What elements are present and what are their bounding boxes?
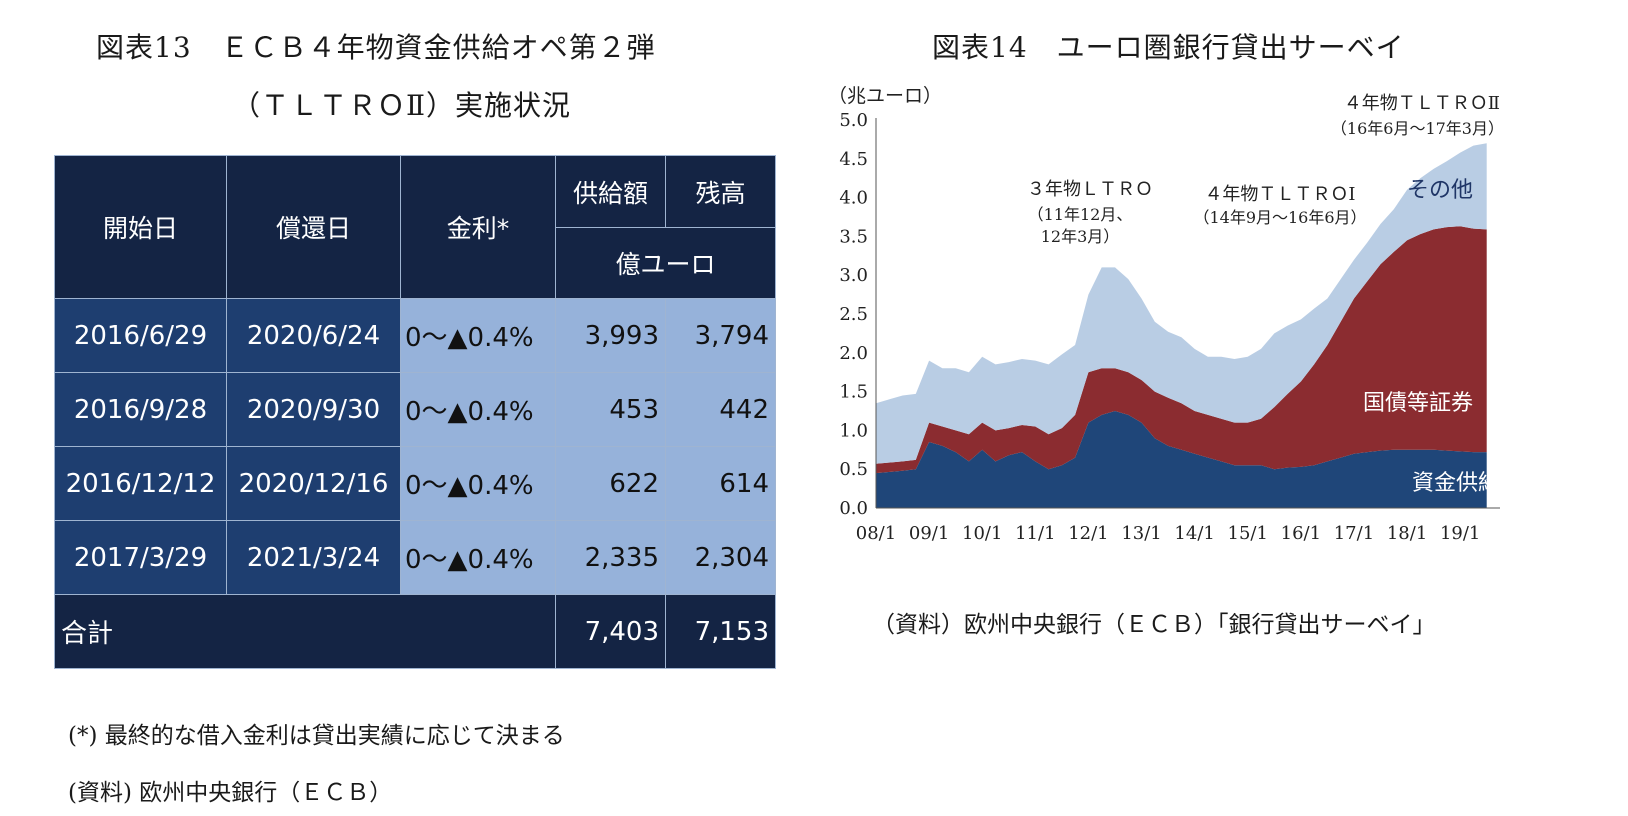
cell-start: 2016/9/28 <box>54 372 227 447</box>
y-tick-label: 0.5 <box>839 459 868 480</box>
cell-start: 2017/3/29 <box>54 520 227 595</box>
cell-redemption: 2020/6/24 <box>226 298 401 373</box>
cell-supply: 2,335 <box>555 520 666 595</box>
table-figure-title-line1: 図表13 ＥＣＢ４年物資金供給オペ第２弾 <box>96 31 656 64</box>
table-row: 2017/3/29 2021/3/24 0～▲0.4% 2,335 2,304 <box>54 520 776 595</box>
area-chart: 0.0 0.5 1.0 1.5 2.0 2.5 3.0 3.5 4.0 4.5 5.0 08/1 09/… <box>828 85 1504 544</box>
y-axis-unit-label: （兆ユーロ） <box>828 85 942 107</box>
cell-rate: 0～▲0.4% <box>400 520 556 595</box>
y-tick-label: 2.5 <box>839 304 868 325</box>
table-source: (資料) 欧州中央銀行（ＥＣＢ） <box>68 780 393 806</box>
annotation-detail: 12年3月） <box>1041 227 1120 246</box>
y-tick-label: 2.0 <box>839 343 868 364</box>
series-area-1 <box>876 411 1487 508</box>
annotation-detail: （14年9月～16年6月） <box>1193 208 1366 227</box>
x-tick-label: 18/1 <box>1387 523 1427 544</box>
cell-start: 2016/12/12 <box>54 446 227 521</box>
series-area-3 <box>876 143 1487 464</box>
cell-supply: 453 <box>555 372 666 447</box>
y-tick-label: 5.0 <box>839 110 868 131</box>
total-balance: 7,153 <box>665 594 776 669</box>
x-tick-label: 08/1 <box>856 523 896 544</box>
annotation-detail: （11年12月、 <box>1028 205 1133 224</box>
cell-redemption: 2020/12/16 <box>226 446 401 521</box>
y-tick-label: 1.5 <box>839 382 868 403</box>
chart-source: （資料）欧州中央銀行（ＥＣＢ）「銀行貸出サーベイ」 <box>872 612 1436 638</box>
total-label: 合計 <box>54 594 556 669</box>
series-label-1: 資金供給 <box>1412 471 1500 496</box>
header-redemption-date: 償還日 <box>226 155 401 299</box>
series-label-3: その他 <box>1407 178 1473 203</box>
table-row: 2016/6/29 2020/6/24 0～▲0.4% 3,993 3,794 <box>54 298 776 373</box>
y-tick-label: 3.0 <box>839 265 868 286</box>
series-label-2: 国債等証券 <box>1363 391 1473 416</box>
cell-balance: 614 <box>665 446 776 521</box>
x-tick-label: 12/1 <box>1068 523 1108 544</box>
x-tick-label: 15/1 <box>1228 523 1268 544</box>
chart-figure-title: 図表14 ユーロ圏銀行貸出サーベイ <box>932 31 1405 64</box>
annotation-title: ４年物ＴＬＴＲＯⅠ <box>1204 184 1355 205</box>
cell-redemption: 2021/3/24 <box>226 520 401 595</box>
x-tick-label: 19/1 <box>1440 523 1480 544</box>
annotation-title: ３年物ＬＴＲＯ <box>1027 179 1153 200</box>
cell-supply: 3,993 <box>555 298 666 373</box>
y-tick-label: 4.5 <box>839 149 868 170</box>
header-unit: 億ユーロ <box>555 227 776 299</box>
cell-supply: 622 <box>555 446 666 521</box>
table-note: (*) 最終的な借入金利は貸出実績に応じて決まる <box>68 723 565 749</box>
tltro2-table: 開始日 償還日 金利* 供給額 残高 億ユーロ 2016/6/29 2020/6… <box>54 155 776 669</box>
chart-areas <box>876 143 1487 508</box>
series-area-2 <box>876 226 1487 474</box>
x-tick-label: 14/1 <box>1174 523 1214 544</box>
x-tick-label: 09/1 <box>909 523 949 544</box>
y-tick-label: 0.0 <box>839 498 868 519</box>
cell-redemption: 2020/9/30 <box>226 372 401 447</box>
chart-labels: （兆ユーロ） 資金供給 国債等証券 その他 ３年物ＬＴＲＯ （11年12月、 12年3月） ４… <box>828 85 1504 496</box>
cell-balance: 3,794 <box>665 298 776 373</box>
total-supply: 7,403 <box>555 594 666 669</box>
y-tick-label: 3.5 <box>839 226 868 247</box>
x-tick-label: 16/1 <box>1281 523 1321 544</box>
table-row: 2016/12/12 2020/12/16 0～▲0.4% 622 614 <box>54 446 776 521</box>
x-tick-label: 10/1 <box>962 523 1002 544</box>
header-rate: 金利* <box>400 155 556 299</box>
table-row: 2016/9/28 2020/9/30 0～▲0.4% 453 442 <box>54 372 776 447</box>
annotation-title: ４年物ＴＬＴＲＯⅡ <box>1344 93 1500 114</box>
x-tick-label: 17/1 <box>1334 523 1374 544</box>
y-tick-label: 1.0 <box>839 420 868 441</box>
cell-balance: 442 <box>665 372 776 447</box>
y-tick-label: 4.0 <box>839 188 868 209</box>
cell-rate: 0～▲0.4% <box>400 298 556 373</box>
cell-start: 2016/6/29 <box>54 298 227 373</box>
total-row: 合計 7,403 7,153 <box>54 594 776 669</box>
header-supply: 供給額 <box>555 155 666 228</box>
annotation-detail: （16年6月～17年3月） <box>1331 119 1504 138</box>
table-figure-title-line2: （ＴＬＴＲＯⅡ）実施状況 <box>232 89 572 122</box>
x-tick-label: 11/1 <box>1015 523 1055 544</box>
cell-balance: 2,304 <box>665 520 776 595</box>
header-balance: 残高 <box>665 155 776 228</box>
cell-rate: 0～▲0.4% <box>400 446 556 521</box>
x-tick-label: 13/1 <box>1121 523 1161 544</box>
cell-rate: 0～▲0.4% <box>400 372 556 447</box>
header-start-date: 開始日 <box>54 155 227 299</box>
chart-axes: 0.0 0.5 1.0 1.5 2.0 2.5 3.0 3.5 4.0 4.5 5.0 08/1 09/… <box>839 110 1500 544</box>
